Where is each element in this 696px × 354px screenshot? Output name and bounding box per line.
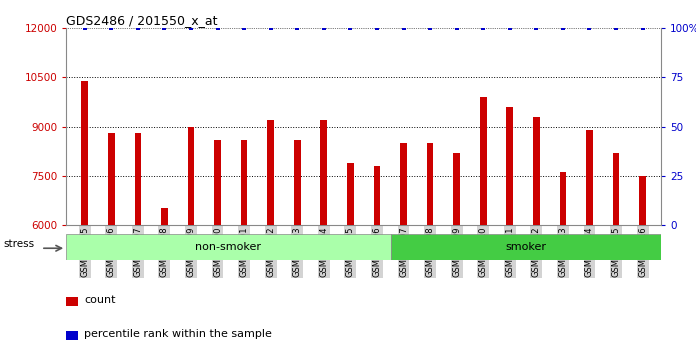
Text: GDS2486 / 201550_x_at: GDS2486 / 201550_x_at — [66, 14, 218, 27]
Bar — [612, 153, 619, 225]
Bar — [586, 130, 593, 225]
Bar — [108, 133, 115, 225]
Text: count: count — [84, 295, 116, 305]
Bar — [507, 107, 513, 225]
Bar — [374, 166, 380, 225]
Bar — [267, 120, 274, 225]
Bar — [427, 143, 434, 225]
Bar — [347, 162, 354, 225]
Bar — [390, 234, 661, 260]
Bar — [320, 120, 327, 225]
Bar — [66, 234, 390, 260]
Bar — [214, 139, 221, 225]
Text: non-smoker: non-smoker — [196, 242, 262, 252]
Bar — [533, 117, 539, 225]
Bar — [560, 172, 567, 225]
Bar — [66, 297, 78, 306]
Bar — [400, 143, 407, 225]
Bar — [480, 97, 487, 225]
Bar — [161, 209, 168, 225]
Bar — [188, 126, 194, 225]
Bar — [241, 139, 248, 225]
Bar — [134, 133, 141, 225]
Text: stress: stress — [3, 239, 34, 249]
Text: percentile rank within the sample: percentile rank within the sample — [84, 329, 272, 339]
Bar — [81, 81, 88, 225]
Bar — [640, 176, 646, 225]
Text: smoker: smoker — [505, 242, 546, 252]
Bar — [294, 139, 301, 225]
Bar — [66, 331, 78, 340]
Bar — [453, 153, 460, 225]
